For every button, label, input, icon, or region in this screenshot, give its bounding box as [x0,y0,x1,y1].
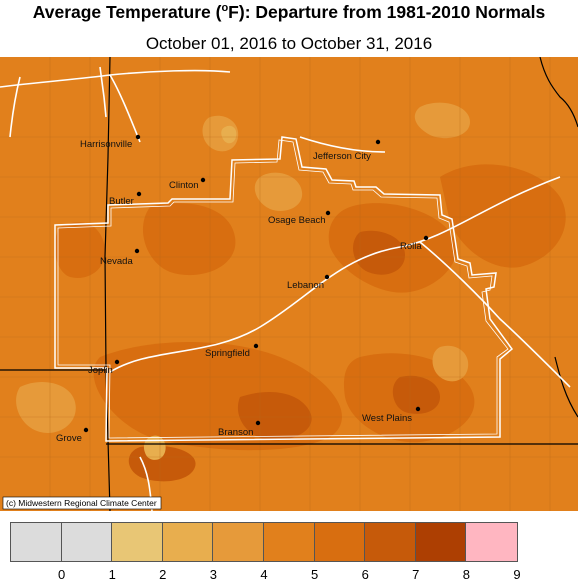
legend-label: 3 [209,567,218,582]
city-label-butler: Butler [109,196,134,207]
city-label-lebanon: Lebanon [287,280,324,291]
legend-swatch [112,523,163,561]
city-label-branson: Branson [218,427,253,438]
map-title: Average Temperature (oF): Departure from… [32,2,546,22]
state-borders [0,57,578,511]
departure-contours [54,164,566,482]
city-label-harrisonville: Harrisonville [80,139,132,150]
map-subtitle: October 01, 2016 to October 31, 2016 [145,34,433,53]
color-legend: 0 1 2 3 4 5 6 7 8 9 [10,522,521,582]
city-label-west-plains: West Plains [362,413,412,424]
legend-swatch [466,523,517,561]
legend-swatch [365,523,416,561]
city-dot-nevada [134,248,140,254]
legend-label: 2 [159,567,167,582]
legend-label: 0 [57,567,66,582]
legend-label: 6 [361,567,369,582]
city-markers: Harrisonville Jefferson City Clinton But… [56,134,429,444]
city-label-rolla: Rolla [400,241,422,252]
legend-swatch [415,523,467,561]
legend-swatch [61,523,113,561]
legend-bar [10,522,518,562]
legend-swatch [162,523,214,561]
city-dot-rolla [423,235,429,241]
legend-swatch [213,523,264,561]
city-label-jefferson-city: Jefferson City [313,151,371,162]
city-dot-joplin [114,359,120,365]
city-label-osage-beach: Osage Beach [268,215,326,226]
city-dot-jefferson-city [375,139,381,145]
legend-label: 1 [108,567,116,582]
temperature-map: Harrisonville Jefferson City Clinton But… [0,57,578,511]
city-dot-branson [255,420,261,426]
legend-label: 8 [462,567,471,582]
county-boundaries [0,57,578,511]
legend-labels: 0 1 2 3 4 5 6 7 8 9 [10,567,570,585]
city-dot-lebanon [324,274,330,280]
highways [0,66,571,511]
city-dot-butler [136,191,142,197]
forecast-region-border [54,136,514,442]
copyright-box [2,496,162,510]
legend-label: 5 [310,567,319,582]
copyright-text: (c) Midwestern Regional Climate Center [6,498,157,508]
city-label-springfield: Springfield [205,348,250,359]
city-dot-harrisonville [135,134,141,140]
city-label-clinton: Clinton [169,180,199,191]
city-label-nevada: Nevada [100,256,133,267]
city-dot-clinton [200,177,206,183]
legend-swatch [314,523,366,561]
city-dot-west-plains [415,406,421,412]
city-dot-osage-beach [325,210,331,216]
city-label-joplin: Joplin [88,365,113,376]
city-label-grove: Grove [56,433,82,444]
legend-swatch [263,523,315,561]
legend-label: 4 [260,567,268,582]
legend-swatch [11,523,62,561]
city-dot-grove [83,427,89,433]
city-dot-springfield [253,343,259,349]
legend-label: 7 [412,567,420,582]
legend-label: 9 [513,567,521,582]
